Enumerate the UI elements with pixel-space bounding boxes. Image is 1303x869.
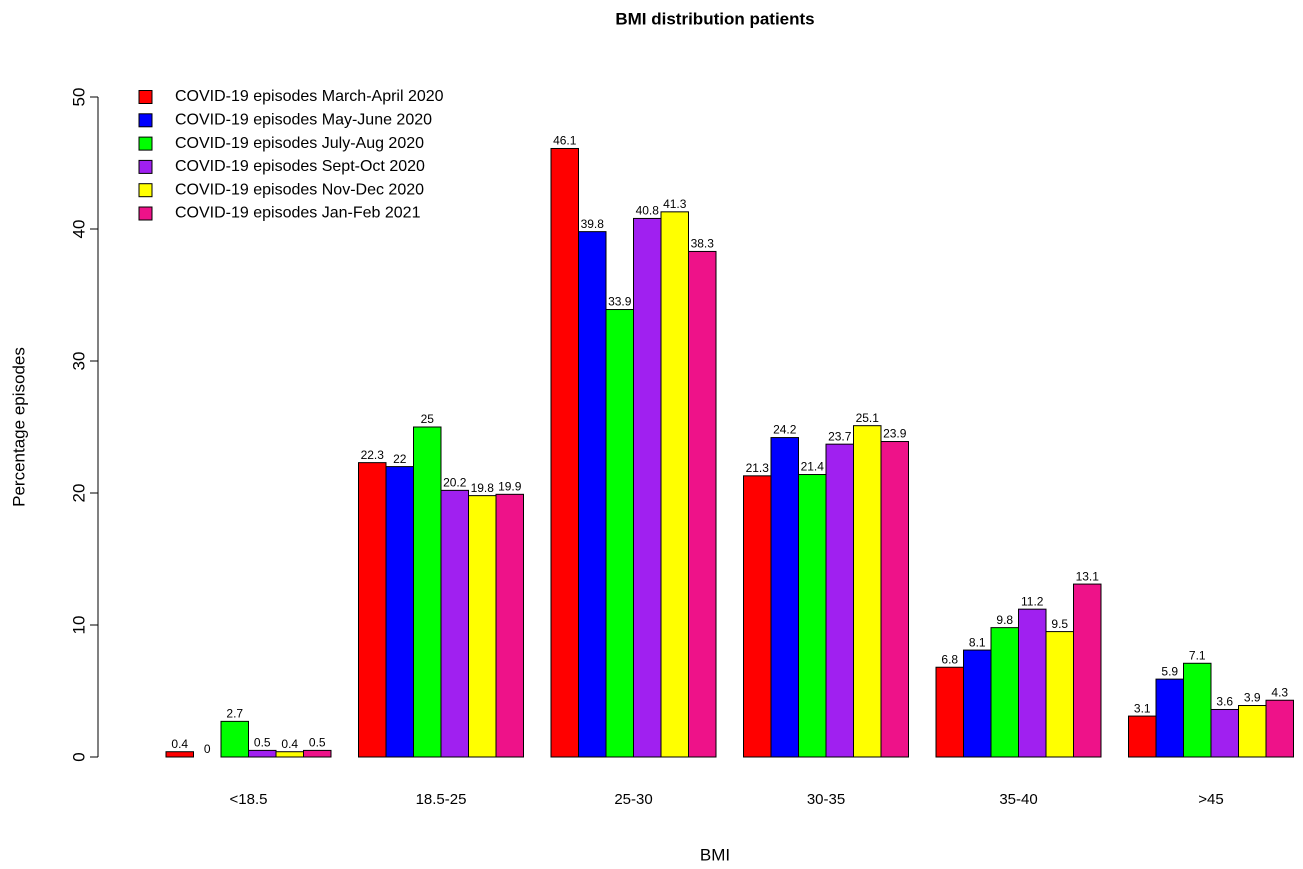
value-label: 3.9 [1244,691,1261,705]
value-label: 0 [204,742,211,756]
legend-swatch [138,206,153,221]
y-tick-label: 40 [69,220,88,239]
bar [440,489,469,758]
value-label: 11.2 [1021,594,1044,608]
bar [825,443,854,758]
x-tick-label: 30-35 [807,791,845,808]
bar [770,437,799,758]
bar [275,751,304,758]
bar [1073,583,1102,758]
value-label: 5.9 [1161,664,1178,678]
bar [743,475,772,758]
value-label: 23.9 [883,427,907,441]
value-label: 7.1 [1189,648,1206,662]
legend-swatch [138,90,153,104]
value-label: 8.1 [969,635,986,649]
value-label: 20.2 [443,476,467,490]
bar [1183,662,1212,758]
bar [550,147,579,758]
bar [358,462,387,758]
x-tick-label: <18.5 [230,791,268,808]
y-tick-label: 20 [69,484,88,503]
legend-label: COVID-19 episodes July-Aug 2020 [175,135,424,152]
value-label: 3.1 [1134,701,1151,715]
value-label: 4.3 [1271,685,1288,699]
value-label: 21.3 [746,461,770,475]
value-label: 9.5 [1051,617,1068,631]
legend-label: COVID-19 episodes March-April 2020 [175,88,444,105]
bar [1018,608,1047,758]
legend-swatch [138,183,153,198]
bar [880,441,909,758]
value-label: 9.8 [996,613,1013,627]
value-label: 0.5 [309,736,326,750]
x-axis-label: BMI [700,845,730,864]
bar [220,720,249,758]
value-label: 0.4 [281,737,298,751]
x-tick-label: 25-30 [614,791,652,808]
bar [853,425,882,758]
legend-swatch [138,113,153,128]
bar [633,217,662,758]
bar [165,751,194,758]
bar [1238,705,1267,758]
bar [1210,708,1239,758]
value-label: 33.9 [608,295,632,309]
bar [660,211,689,758]
value-label: 39.8 [581,217,605,231]
legend-label: COVID-19 episodes Nov-Dec 2020 [175,181,424,198]
y-tick-label: 0 [69,752,88,761]
value-label: 2.7 [226,707,243,721]
bar [963,649,992,758]
bar [385,466,414,758]
legend-swatch [138,159,153,174]
value-label: 41.3 [663,197,687,211]
value-label: 22.3 [361,448,385,462]
bar [688,250,717,758]
value-label: 38.3 [691,237,715,251]
y-tick-label: 30 [69,352,88,371]
bar [605,309,634,758]
bar [578,231,607,758]
x-tick-label: 18.5-25 [416,791,467,808]
value-label: 19.9 [498,479,522,493]
value-label: 0.4 [171,737,188,751]
value-label: 25.1 [856,411,880,425]
legend-label: COVID-19 episodes May-June 2020 [175,112,432,129]
bar [413,426,442,758]
bar [1045,631,1074,758]
y-axis-label: Percentage episodes [9,347,28,507]
value-label: 40.8 [636,204,660,218]
value-label: 19.8 [471,481,495,495]
bar [303,749,332,758]
value-label: 21.4 [801,460,825,474]
bar [1265,699,1294,758]
y-tick-label: 10 [69,616,88,635]
value-label: 23.7 [828,429,852,443]
value-label: 46.1 [553,134,577,148]
value-label: 0.5 [254,736,271,750]
bar [798,474,827,758]
legend-label: COVID-19 episodes Sept-Oct 2020 [175,158,425,175]
bar [248,749,277,758]
bar [468,495,497,758]
chart-title: BMI distribution patients [615,9,814,28]
value-label: 6.8 [941,652,958,666]
legend-label: COVID-19 episodes Jan-Feb 2021 [175,205,421,222]
bar [1155,678,1184,758]
value-label: 22 [393,452,407,466]
x-tick-label: 35-40 [999,791,1037,808]
x-tick-label: >45 [1198,791,1223,808]
value-label: 3.6 [1216,695,1233,709]
value-label: 13.1 [1076,569,1100,583]
bar [990,627,1019,758]
bar [935,666,964,758]
value-label: 25 [421,412,435,426]
bar [1128,715,1157,758]
y-tick-label: 50 [69,88,88,107]
bar [495,493,524,758]
legend-swatch [138,136,153,151]
value-label: 24.2 [773,423,797,437]
